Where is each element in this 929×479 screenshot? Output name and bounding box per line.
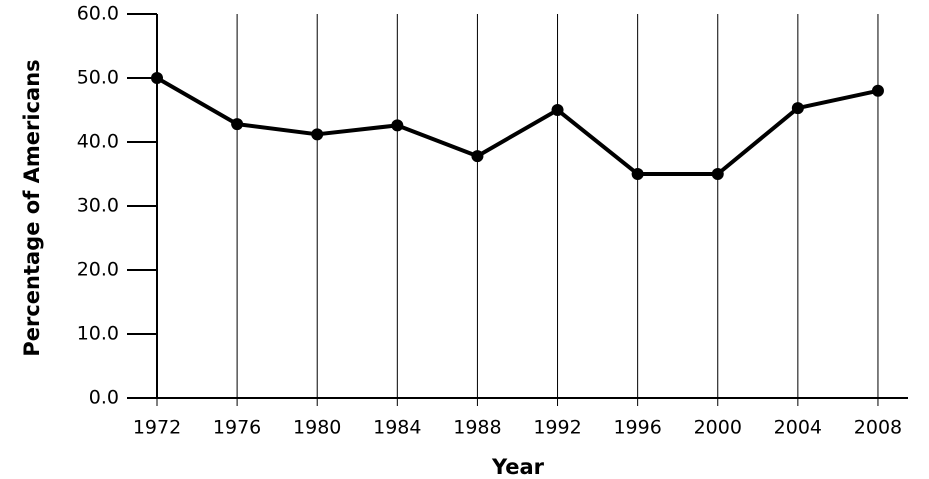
data-point — [791, 102, 804, 115]
data-point — [871, 84, 884, 97]
x-axis-label: Year — [491, 455, 545, 479]
y-tick-label: 10.0 — [77, 323, 119, 345]
data-point — [631, 168, 644, 180]
x-tick-label: 2008 — [854, 417, 902, 439]
x-tick-label: 1972 — [133, 417, 181, 439]
x-tick-label: 1988 — [453, 417, 501, 439]
data-point — [391, 119, 404, 132]
y-tick-label: 30.0 — [77, 195, 119, 217]
data-point — [311, 128, 324, 141]
y-tick-label: 60.0 — [77, 3, 119, 25]
x-tick-label: 2000 — [694, 417, 742, 439]
data-point — [151, 72, 163, 84]
x-tick-label: 1996 — [613, 417, 661, 439]
x-tick-label: 1980 — [293, 417, 341, 439]
data-point — [231, 118, 244, 131]
data-line — [156, 76, 879, 176]
x-tick-label: 2004 — [774, 417, 822, 439]
y-tick-label: 40.0 — [77, 131, 119, 153]
x-tick-label: 1976 — [213, 417, 261, 439]
y-tick-label: 50.0 — [77, 67, 119, 89]
data-point — [711, 168, 724, 180]
x-tick-label: 1992 — [533, 417, 581, 439]
y-tick-label: 20.0 — [77, 259, 119, 281]
y-tick-label: 0.0 — [89, 387, 119, 409]
data-point — [471, 150, 484, 163]
data-point — [551, 104, 564, 116]
y-axis-label: Percentage of Americans — [20, 59, 44, 356]
x-tick-label: 1984 — [373, 417, 421, 439]
